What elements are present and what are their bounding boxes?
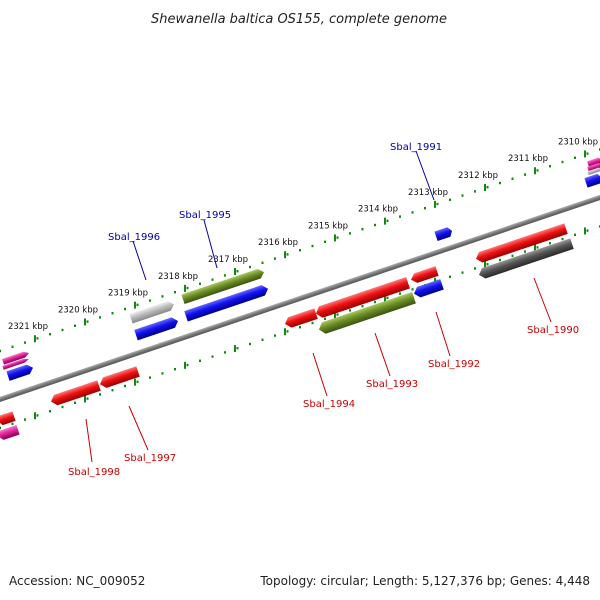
gene-arrow: [316, 277, 410, 318]
tick-label: 2313 kbp: [408, 188, 448, 198]
gene-arrow: [284, 308, 318, 328]
gene-arrow: [6, 364, 34, 381]
gene-label-sbal-1991: Sbal_1991: [390, 142, 442, 153]
tick-label: 2320 kbp: [58, 305, 98, 315]
tick-label: 2311 kbp: [508, 154, 548, 164]
gene-label-sbal-1997: Sbal_1997: [124, 453, 176, 464]
tick-label: 2314 kbp: [358, 205, 398, 215]
gene-arrow: [587, 167, 600, 176]
leader-sbal-1994: [312, 352, 328, 397]
gene-arrow: [129, 301, 174, 324]
leader-sbal-1993: [374, 332, 391, 377]
gene-label-sbal-1998: Sbal_1998: [68, 467, 120, 478]
gene-feature: [2, 351, 29, 365]
tick-label: 2316 kbp: [258, 238, 298, 248]
leader-sbal-1997: [128, 405, 149, 451]
gene-feature: [411, 266, 439, 283]
gene-arrow: [584, 173, 600, 188]
gene-feature: [587, 163, 600, 172]
gene-feature: [2, 358, 29, 370]
tick-label: 2312 kbp: [458, 171, 498, 181]
gene-feature: [184, 285, 269, 322]
tick-label: 2321 kbp: [8, 322, 48, 332]
tick-labels: 2310 kbp 2311 kbp 2312 kbp 2313 kbp 2314 kbp…: [8, 137, 598, 332]
map-title: Shewanella baltica OS155, complete genom…: [151, 12, 447, 27]
gene-arrow: [587, 163, 600, 172]
gene-label-sbal-1995: Sbal_1995: [179, 210, 231, 221]
gene-arrow: [411, 266, 439, 283]
gene-arrow: [184, 285, 269, 322]
gene-feature: [50, 380, 101, 406]
gene-arrow: [318, 292, 416, 334]
gene-arrow: [413, 279, 444, 298]
gene-arrow: [2, 358, 29, 370]
gene-arrow: [0, 411, 16, 426]
gene-feature: [413, 279, 444, 298]
gene-feature: [476, 223, 568, 263]
gene-label-sbal-1990: Sbal_1990: [527, 325, 579, 336]
gene-feature: [587, 157, 600, 168]
gene-label-sbal-1992: Sbal_1992: [428, 359, 480, 370]
leader-sbal-1996: [132, 240, 147, 281]
gene-arrow: [99, 366, 140, 388]
genes: [0, 157, 600, 440]
tick-label: 2317 kbp: [208, 255, 248, 265]
gene-feature: [284, 308, 318, 328]
gene-feature: [129, 301, 174, 324]
gene-feature: [181, 268, 265, 305]
tick-label: 2318 kbp: [158, 272, 198, 282]
leader-sbal-1998: [85, 418, 93, 463]
backbone-group: [0, 162, 600, 435]
gene-label-sbal-1993: Sbal_1993: [366, 379, 418, 390]
gene-arrow: [478, 238, 574, 279]
gene-feature: [434, 227, 453, 242]
gene-leaders: [85, 150, 552, 463]
gene-feature: [584, 173, 600, 188]
gene-feature: [478, 238, 574, 279]
gene-feature: [99, 366, 140, 388]
genome-backbone: [0, 162, 600, 435]
gene-feature: [6, 364, 34, 381]
gene-label-sbal-1994: Sbal_1994: [303, 399, 355, 410]
gene-arrow: [0, 425, 20, 440]
accession-text: Accession: NC_009052: [9, 574, 146, 588]
gene-arrow: [434, 227, 453, 242]
tick-label: 2319 kbp: [108, 289, 148, 299]
leader-sbal-1990: [533, 277, 552, 323]
gene-feature: [0, 411, 16, 426]
gene-arrow: [134, 317, 179, 341]
gene-arrow: [476, 223, 568, 263]
gene-feature: [318, 292, 416, 334]
gene-arrow: [181, 268, 265, 305]
topology-text: Topology: circular; Length: 5,127,376 bp…: [260, 574, 590, 588]
gene-feature: [316, 277, 410, 318]
gene-labels: Sbal_1991 Sbal_1995 Sbal_1996 Sbal_1990 …: [68, 142, 579, 478]
gene-arrow: [587, 157, 600, 168]
leader-sbal-1995: [203, 219, 218, 269]
tick-label: 2315 kbp: [308, 221, 348, 231]
gene-label-sbal-1996: Sbal_1996: [108, 232, 160, 243]
gene-feature: [134, 317, 179, 341]
tick-label: 2310 kbp: [558, 137, 598, 147]
gene-arrow: [2, 351, 29, 365]
tick-row-reverse: [0, 225, 600, 430]
gene-feature: [0, 425, 20, 440]
gene-arrow: [50, 380, 101, 406]
leader-sbal-1991: [415, 150, 435, 201]
leader-sbal-1992: [435, 311, 451, 357]
gene-feature: [587, 167, 600, 176]
tick-row-forward: [0, 148, 600, 353]
